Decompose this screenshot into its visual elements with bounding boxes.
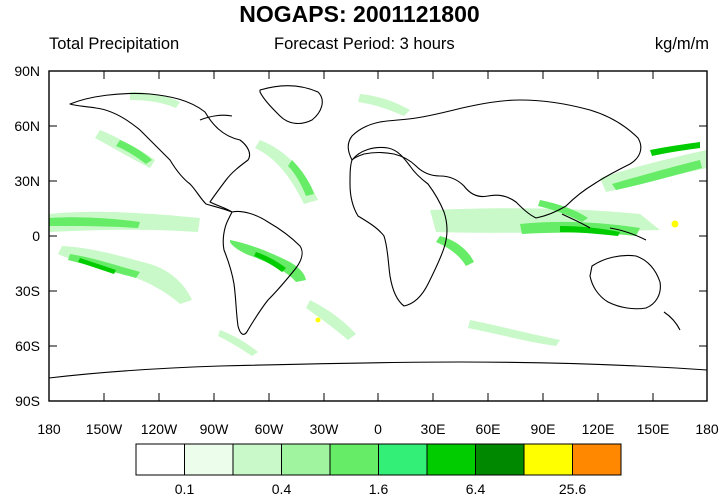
lon-tick-120e: 120E (581, 421, 615, 437)
lon-tick-180e: 180 (695, 421, 719, 437)
colorbar-label-25-6: 25.6 (558, 481, 587, 497)
colorbar (135, 443, 622, 476)
lon-tick-90e: 90E (530, 421, 556, 437)
map-title: NOGAPS: 2001121800 (239, 1, 480, 27)
colorbar-bin-9 (523, 443, 573, 476)
variable-label: Total Precipitation (49, 35, 180, 53)
lat-tick-0: 0 (32, 228, 40, 244)
units-label: kg/m/m (654, 35, 709, 53)
lon-tick-120w: 120W (140, 421, 178, 437)
colorbar-bin-4 (281, 443, 331, 476)
forecast-period-label: Forecast Period: 3 hours (274, 35, 455, 53)
precipitation-field (49, 92, 707, 356)
colorbar-bin-2 (184, 443, 234, 476)
colorbar-label-0-1: 0.1 (174, 481, 195, 497)
lon-tick-0: 0 (374, 421, 382, 437)
lon-tick-90w: 90W (199, 421, 229, 437)
colorbar-bin-1 (135, 443, 185, 476)
colorbar-bin-5 (329, 443, 379, 476)
lon-tick-60w: 60W (254, 421, 284, 437)
lat-tick-60s: 60S (15, 338, 40, 354)
coastlines (49, 85, 707, 379)
lon-tick-150w: 150W (85, 421, 123, 437)
lon-tick-30w: 30W (309, 421, 339, 437)
lat-tick-30n: 30N (14, 173, 40, 189)
colorbar-bin-7 (426, 443, 476, 476)
colorbar-label-6-4: 6.4 (465, 481, 486, 497)
colorbar-bin-8 (475, 443, 525, 476)
colorbar-label-0-4: 0.4 (271, 481, 292, 497)
lat-tick-30s: 30S (15, 283, 40, 299)
axis-ticks (48, 70, 708, 402)
map-frame (48, 70, 708, 402)
lon-tick-60e: 60E (475, 421, 501, 437)
colorbar-bin-10 (572, 443, 622, 476)
colorbar-label-1-6: 1.6 (368, 481, 389, 497)
lon-tick-180w: 180 (37, 421, 61, 437)
lat-tick-60n: 60N (14, 118, 40, 134)
lon-tick-150e: 150E (636, 421, 670, 437)
colorbar-bin-3 (232, 443, 282, 476)
lon-tick-30e: 30E (420, 421, 446, 437)
colorbar-bin-6 (378, 443, 428, 476)
lat-tick-90n: 90N (14, 63, 40, 79)
lat-tick-90s: 90S (15, 393, 40, 409)
